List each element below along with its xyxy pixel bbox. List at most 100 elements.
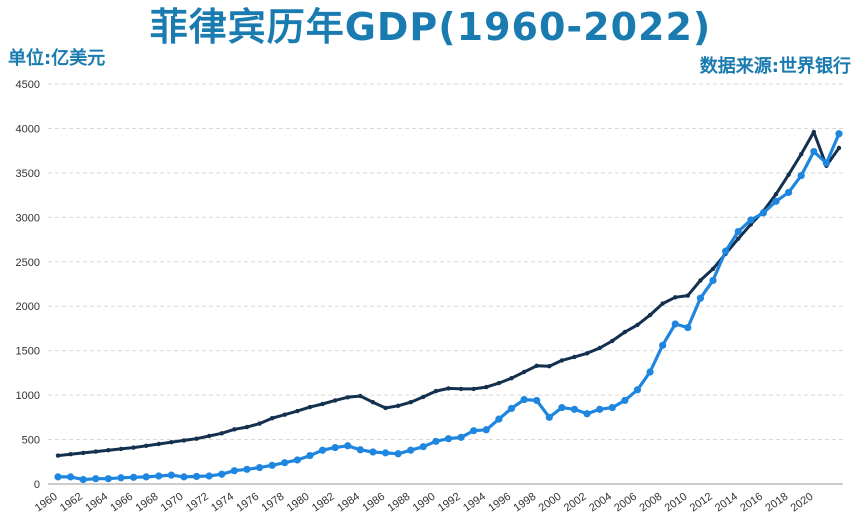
y-tick-label: 1500 (16, 346, 40, 358)
data-point (446, 386, 451, 391)
data-point (458, 386, 464, 392)
x-axis: 1960196219641966196819701972197419761978… (33, 483, 843, 515)
data-point (395, 403, 401, 408)
x-tick-label: 1992 (436, 491, 463, 515)
x-tick-label: 1964 (83, 491, 110, 515)
series-dark (55, 129, 842, 458)
data-point (521, 369, 527, 375)
data-point (320, 401, 325, 407)
data-point (257, 421, 262, 426)
data-point (407, 446, 415, 454)
data-point (192, 472, 201, 481)
data-point (647, 312, 653, 318)
x-tick-label: 1984 (335, 491, 362, 515)
data-point (684, 323, 692, 332)
data-point (698, 278, 703, 283)
data-point (433, 388, 439, 394)
data-point (155, 472, 163, 480)
data-point (570, 405, 579, 413)
y-tick-label: 0 (34, 479, 40, 491)
data-point (79, 475, 87, 484)
data-point (180, 473, 188, 481)
data-point (118, 446, 124, 452)
y-tick-label: 4500 (16, 79, 40, 91)
data-point (496, 380, 502, 386)
x-tick-label: 1972 (184, 491, 211, 515)
data-point (710, 266, 716, 272)
data-point (534, 363, 539, 368)
data-point (432, 437, 440, 445)
data-point (533, 396, 541, 405)
data-point (230, 467, 238, 475)
data-point (332, 398, 338, 403)
data-point (797, 171, 805, 180)
x-tick-label: 1996 (486, 491, 513, 515)
data-point (54, 473, 62, 481)
x-tick-label: 1980 (285, 491, 312, 515)
x-tick-label: 1962 (58, 491, 85, 515)
data-point (773, 192, 779, 197)
data-point (218, 470, 226, 478)
data-point (408, 400, 413, 405)
data-point (444, 435, 453, 443)
data-point (205, 472, 213, 480)
data-point (547, 364, 552, 369)
data-point (394, 450, 402, 458)
x-tick-label: 1978 (260, 491, 287, 515)
data-point (156, 441, 161, 447)
x-tick-label: 2012 (688, 491, 715, 515)
x-tick-label: 2018 (763, 491, 790, 515)
data-point (759, 209, 768, 217)
x-tick-label: 2004 (587, 491, 614, 515)
data-point (268, 461, 276, 469)
chart-title: 菲律宾历年GDP(1960-2022) (149, 5, 712, 49)
y-tick-label: 3000 (16, 212, 40, 224)
data-point (734, 227, 742, 236)
x-tick-label: 2020 (789, 491, 816, 515)
data-point (356, 446, 364, 454)
data-point (822, 159, 831, 167)
grid-lines (48, 83, 843, 485)
data-point (610, 338, 615, 344)
data-point (117, 474, 125, 482)
y-tick-label: 1000 (16, 390, 40, 402)
data-point (143, 443, 149, 448)
data-point (596, 405, 604, 413)
data-point (811, 129, 817, 135)
data-point (169, 440, 174, 445)
data-point (622, 329, 628, 335)
y-axis: 0 500 1000 1500 2000 2500 3000 3500 4000 4500 (16, 79, 40, 491)
source-label: 数据来源:世界银行 (699, 56, 851, 77)
data-point (206, 433, 212, 439)
data-point (307, 404, 313, 410)
x-tick-label: 1994 (461, 491, 488, 515)
data-point (255, 463, 264, 472)
data-point (747, 216, 755, 224)
x-tick-label: 1966 (108, 491, 135, 515)
data-point (129, 473, 138, 481)
data-point (685, 293, 691, 298)
data-point (709, 276, 717, 285)
data-point (369, 448, 377, 456)
data-point (344, 442, 352, 450)
x-tick-label: 1968 (134, 491, 161, 515)
series-line (56, 130, 841, 458)
data-point (131, 445, 136, 450)
data-point (722, 247, 730, 255)
data-point (55, 453, 61, 458)
x-tick-label: 2014 (713, 491, 740, 515)
y-tick-label: 500 (22, 435, 40, 447)
data-point (370, 400, 376, 405)
data-point (660, 301, 665, 306)
data-point (482, 426, 490, 434)
x-tick-label: 2006 (612, 491, 639, 515)
data-point (295, 408, 300, 414)
data-point (194, 436, 199, 441)
y-tick-label: 4000 (16, 123, 40, 135)
x-tick-label: 1986 (360, 491, 387, 515)
data-point (786, 172, 791, 177)
data-point (318, 446, 327, 454)
data-point (659, 341, 667, 349)
x-tick-label: 2016 (738, 491, 765, 515)
